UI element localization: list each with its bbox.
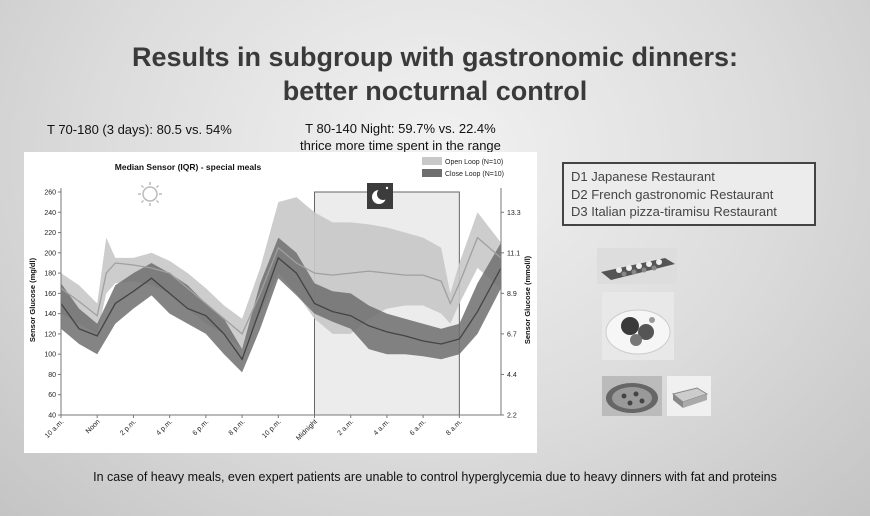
stat-night-range-line1: T 80-140 Night: 59.7% vs. 22.4%	[305, 121, 496, 136]
y-tick-label-left: 220	[44, 230, 56, 237]
restaurant-legend: D1 Japanese Restaurant D2 French gastron…	[562, 162, 816, 226]
moon-icon	[367, 183, 393, 209]
french-dish-photo	[602, 292, 674, 360]
y-tick-label-left: 80	[48, 372, 56, 379]
y-tick-label-left: 140	[44, 311, 56, 318]
stat-night-range-line2: thrice more time spent in the range	[300, 138, 501, 153]
legend-label-close-loop: Close Loop (N=10)	[445, 171, 504, 178]
y-tick-label-right: 6.7	[507, 331, 517, 338]
y-axis-label-right: Sensor Glucose (mmol/l)	[523, 255, 532, 344]
chart-legend: Open Loop (N=10) Close Loop (N=10)	[422, 157, 504, 178]
x-tick-label: Midnight	[295, 418, 319, 442]
restaurant-d1: D1 Japanese Restaurant	[571, 169, 715, 184]
y-axis-label-left: Sensor Glucose (mg/dl)	[28, 257, 37, 342]
y-tick-label-left: 60	[48, 392, 56, 399]
y-tick-label-left: 120	[44, 331, 56, 338]
x-tick-label: 8 p.m.	[228, 418, 247, 437]
x-tick-label: 10 p.m.	[261, 418, 282, 439]
x-tick-label: 4 p.m.	[155, 418, 174, 437]
y-tick-label-right: 8.9	[507, 291, 517, 298]
slide-title-line1: Results in subgroup with gastronomic din…	[131, 42, 739, 72]
x-tick-label: 6 p.m.	[192, 418, 211, 437]
x-tick-label: Noon	[85, 418, 102, 435]
sun-icon	[138, 182, 162, 206]
x-tick-label: 2 p.m.	[119, 418, 138, 437]
restaurant-d3: D3 Italian pizza-tiramisu Restaurant	[571, 204, 777, 219]
sushi-photo	[597, 248, 677, 284]
chart-title: Median Sensor (IQR) - special meals	[115, 162, 262, 172]
glucose-chart-svg: 40 60 80 100 120 140 160 180 200 220 240 260 2.2 4.4 6…	[28, 157, 532, 442]
y-tick-label-left: 200	[44, 250, 56, 257]
legend-swatch-close-loop	[422, 169, 442, 177]
glucose-chart: 40 60 80 100 120 140 160 180 200 220 240 260 2.2 4.4 6…	[24, 152, 537, 453]
x-tick-label: 8 a.m.	[445, 418, 464, 437]
stat-time-in-range-3days: T 70-180 (3 days): 80.5 vs. 54%	[47, 122, 232, 137]
y-tick-label-left: 160	[44, 291, 56, 298]
legend-swatch-open-loop	[422, 157, 442, 165]
slide-title: Results in subgroup with gastronomic din…	[0, 40, 870, 108]
y-tick-label-right: 4.4	[507, 372, 517, 379]
y-tick-label-right: 2.2	[507, 413, 517, 420]
y-tick-label-left: 100	[44, 352, 56, 359]
tiramisu-photo	[667, 376, 711, 416]
legend-label-open-loop: Open Loop (N=10)	[445, 159, 503, 166]
x-tick-label: 6 a.m.	[409, 418, 428, 437]
y-tick-label-left: 240	[44, 210, 56, 217]
close-loop-median-line	[60, 256, 502, 361]
y-tick-label-left: 260	[44, 190, 56, 197]
close-loop-iqr-band	[61, 237, 501, 373]
stat-night-range: T 80-140 Night: 59.7% vs. 22.4% thrice m…	[300, 120, 501, 154]
y-tick-label-left: 180	[44, 271, 56, 278]
slide-title-line2: better nocturnal control	[282, 76, 588, 106]
y-tick-label-right: 11.1	[507, 250, 520, 257]
y-tick-label-right: 13.3	[507, 210, 521, 217]
pizza-photo	[602, 376, 662, 416]
open-loop-median-line	[60, 236, 502, 335]
footer-note: In case of heavy meals, even expert pati…	[93, 470, 777, 484]
x-tick-label: 4 a.m.	[373, 418, 392, 437]
restaurant-d2: D2 French gastronomic Restaurant	[571, 186, 774, 202]
x-tick-label: 10 a.m.	[44, 418, 65, 439]
y-tick-label-left: 40	[48, 413, 56, 420]
x-tick-label: 2 a.m.	[336, 418, 355, 437]
